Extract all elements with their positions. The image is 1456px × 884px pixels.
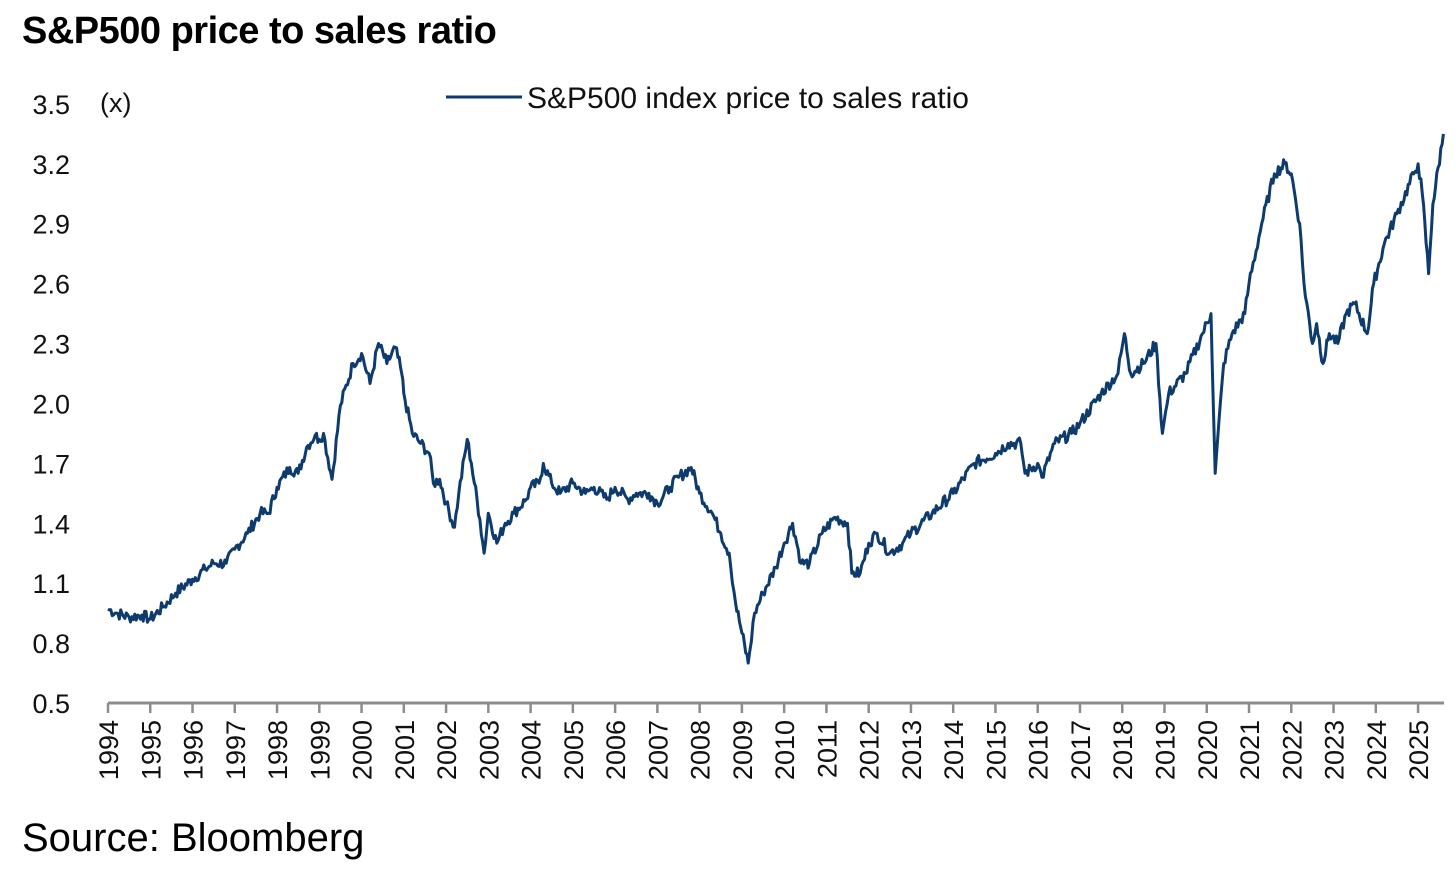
y-tick-label: 2.6: [32, 270, 70, 300]
y-tick-label: 0.8: [32, 629, 70, 659]
x-tick-label: 2013: [897, 720, 927, 780]
y-tick-label: 2.9: [32, 210, 70, 240]
y-tick-label: 0.5: [32, 689, 70, 719]
x-tick-label: 2012: [855, 720, 885, 780]
x-tick-label: 2016: [1024, 720, 1054, 780]
x-tick-label: 2005: [559, 720, 589, 780]
x-tick-label: 1999: [305, 720, 335, 780]
y-tick-label: 3.5: [32, 90, 70, 120]
x-tick-label: 2007: [643, 720, 673, 780]
y-tick-label: 3.2: [32, 150, 70, 180]
x-tick-label: 2024: [1362, 720, 1392, 780]
y-tick-label: 2.0: [32, 389, 70, 419]
x-tick-label: 2011: [812, 720, 842, 778]
x-tick-label: 2014: [939, 720, 969, 780]
series-line-sp500-price-to-sales: [107, 133, 1445, 665]
x-tick-label: 2009: [728, 720, 758, 780]
x-tick-label: 1998: [263, 720, 293, 780]
legend-label: S&P500 index price to sales ratio: [527, 82, 969, 115]
x-tick-label: 2008: [686, 720, 716, 780]
chart-title: S&P500 price to sales ratio: [22, 10, 497, 52]
y-axis-unit-label: (x): [100, 88, 131, 118]
x-tick-label: 2022: [1277, 720, 1307, 780]
x-tick-label: 2018: [1108, 720, 1138, 780]
x-tick-label: 2023: [1320, 720, 1350, 780]
y-tick-label: 2.3: [32, 330, 70, 360]
x-tick-label: 2001: [390, 720, 420, 780]
y-tick-label: 1.1: [32, 569, 70, 599]
y-axis: 0.5 0.8 1.1 1.4 1.7 2.0 2.3 2.6 2.9 3.2 3.5: [32, 90, 70, 719]
x-tick-label: 2019: [1151, 720, 1181, 780]
legend: S&P500 index price to sales ratio: [446, 82, 969, 115]
x-tick-label: 1996: [179, 720, 209, 780]
x-tick-label: 2006: [601, 720, 631, 780]
x-tick-label: 2010: [770, 720, 800, 780]
x-tick-label: 1995: [136, 720, 166, 780]
y-tick-label: 1.4: [32, 509, 70, 539]
x-tick-label: 2020: [1193, 720, 1223, 780]
source-note: Source: Bloomberg: [22, 816, 365, 860]
x-tick-label: 2025: [1404, 720, 1434, 780]
x-tick-label: 2015: [981, 720, 1011, 780]
x-tick-label: 2002: [432, 720, 462, 780]
x-tick-label: 2003: [474, 720, 504, 780]
x-tick-label: 2021: [1235, 720, 1265, 780]
x-tick-label: 2000: [348, 720, 378, 780]
x-tick-label: 1994: [94, 720, 124, 780]
y-tick-label: 1.7: [32, 449, 70, 479]
x-tick-label: 2017: [1066, 720, 1096, 780]
x-axis: 1994 1995 1996 1997 1998 1999 2000 2001 2002 2003…: [94, 701, 1444, 780]
x-tick-label: 1997: [221, 720, 251, 780]
x-tick-label: 2004: [517, 720, 547, 780]
